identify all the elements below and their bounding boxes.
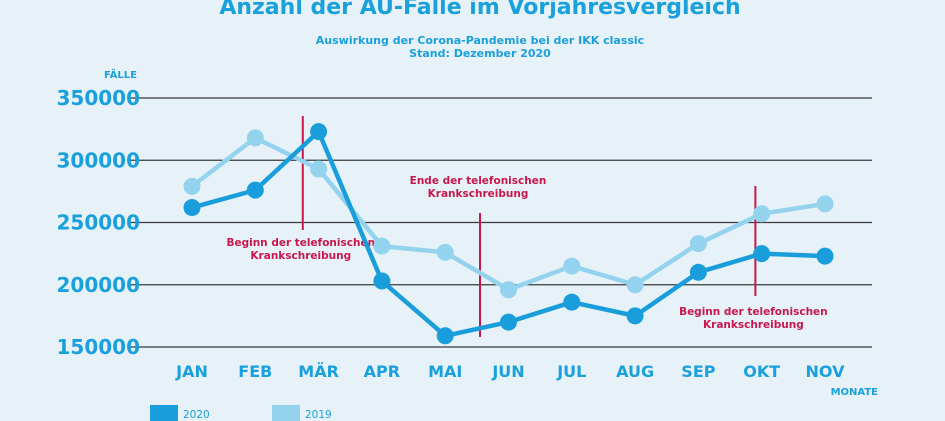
grid: [128, 97, 872, 348]
x-tick-label: FEB: [238, 362, 272, 381]
series: [183, 123, 834, 345]
x-tick-label: SEP: [681, 362, 715, 381]
legend-swatch: [150, 405, 178, 421]
annotation-label: Krankschreibung: [703, 319, 804, 331]
y-tick-label: 200000: [57, 273, 141, 297]
y-tick-label: 300000: [57, 148, 141, 172]
x-tick-label: JAN: [175, 362, 208, 381]
x-axis-ticks: JAN FEB MÄR APR MAI JUN JUL AUG SEP OKT NOV: [175, 362, 845, 381]
chart-subtitle-line-2: Stand: Dezember 2020: [409, 47, 551, 60]
y-tick-label: 350000: [57, 86, 141, 110]
data-point: [816, 247, 834, 265]
data-point: [436, 327, 454, 345]
x-tick-label: JUN: [491, 362, 524, 381]
annotation-label: Krankschreibung: [250, 250, 351, 262]
data-point: [436, 243, 454, 261]
data-point: [500, 281, 517, 299]
data-point: [626, 307, 644, 325]
chart-subtitle-line-1: Auswirkung der Corona-Pandemie bei der I…: [316, 34, 644, 47]
data-point: [183, 177, 201, 195]
x-tick-label: APR: [364, 362, 400, 381]
y-tick-label: 150000: [57, 335, 141, 359]
series-2020: [183, 123, 834, 345]
data-point: [246, 181, 264, 199]
data-point: [753, 205, 771, 223]
legend: 2020 2019: [150, 405, 332, 421]
annotation-label: Ende der telefonischen: [410, 175, 547, 187]
y-tick-label: 250000: [57, 211, 141, 235]
annotation-label: Beginn der telefonischen: [679, 306, 828, 318]
x-tick-label: MÄR: [298, 362, 339, 381]
chart-title: Anzahl der AU-Fälle im Vorjahresvergleic…: [219, 0, 740, 20]
legend-swatch: [272, 405, 300, 421]
data-point: [183, 199, 201, 217]
x-tick-label: OKT: [743, 362, 780, 381]
y-axis-label: FÄLLE: [104, 67, 137, 81]
series-2019: [183, 129, 834, 299]
legend-label: 2020: [183, 409, 210, 421]
annotation-label: Beginn der telefonischen: [226, 237, 375, 249]
data-point: [310, 160, 328, 178]
annotations: Beginn der telefonischenKrankschreibungE…: [226, 116, 828, 337]
x-tick-label: JUL: [556, 362, 586, 381]
data-point: [753, 245, 771, 263]
y-axis-ticks: 350000 300000 250000 200000 150000: [57, 86, 141, 359]
data-point: [246, 129, 264, 147]
data-point: [563, 293, 581, 311]
annotation-label: Krankschreibung: [428, 188, 529, 200]
x-tick-label: AUG: [616, 362, 654, 381]
data-point: [373, 237, 391, 255]
legend-label: 2019: [305, 409, 332, 421]
data-point: [500, 313, 517, 331]
x-tick-label: MAI: [428, 362, 462, 381]
data-point: [626, 276, 644, 294]
data-point: [816, 195, 834, 213]
data-point: [310, 123, 328, 141]
data-point: [373, 272, 391, 290]
x-tick-label: NOV: [806, 362, 846, 381]
data-point: [689, 235, 707, 253]
data-point: [689, 263, 707, 281]
data-point: [563, 257, 581, 275]
x-axis-label: MONATE: [831, 387, 879, 398]
